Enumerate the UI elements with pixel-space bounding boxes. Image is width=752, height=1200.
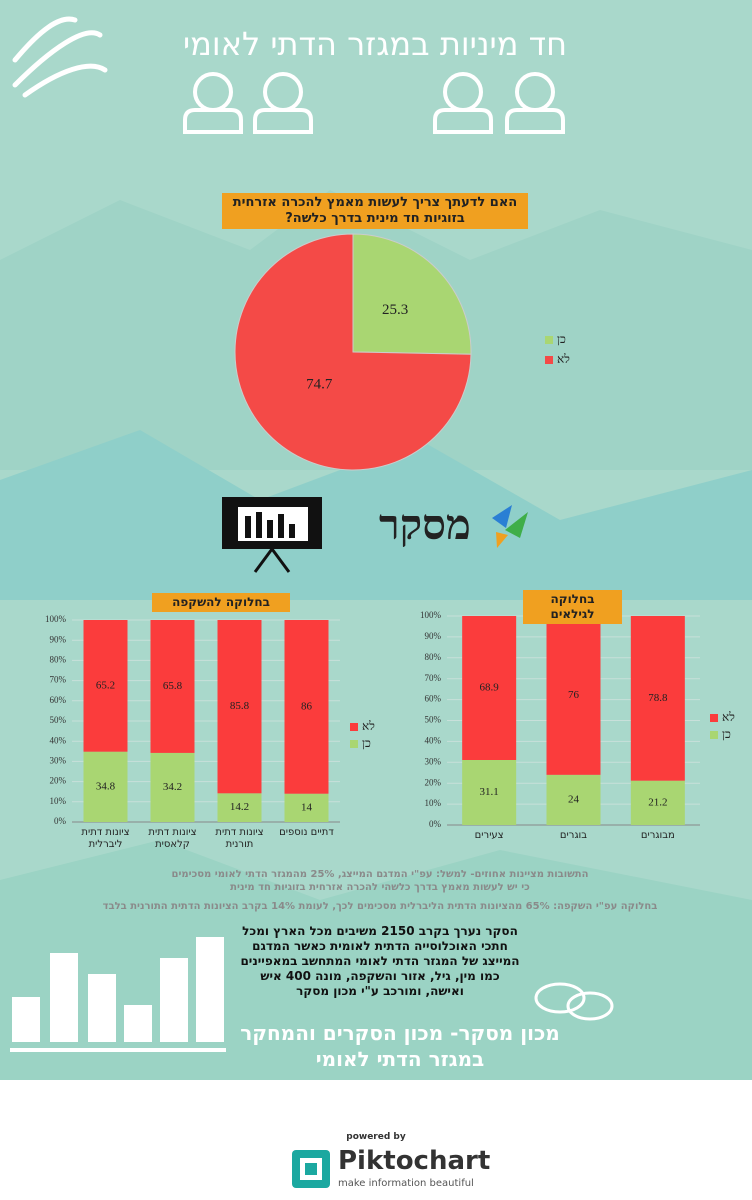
y-tick-label: 10% bbox=[50, 796, 67, 806]
x-tick-label: בוגרים bbox=[559, 830, 588, 841]
y-tick-label: 70% bbox=[425, 673, 442, 683]
note: התשובות מציינות אחוזים- למשל: עפ"י המדגם… bbox=[171, 869, 589, 893]
data-label: 74.7 bbox=[306, 376, 333, 392]
y-tick-label: 10% bbox=[425, 798, 442, 808]
logo-mark bbox=[492, 505, 528, 548]
y-tick-label: 40% bbox=[50, 735, 67, 745]
bar-segment bbox=[546, 616, 601, 775]
bar-segment bbox=[546, 774, 601, 825]
legend-label: לא bbox=[362, 719, 375, 733]
x-tick-label: צעירים bbox=[474, 830, 504, 841]
y-tick-label: 100% bbox=[45, 614, 67, 624]
y-tick-label: 90% bbox=[425, 631, 442, 641]
bar-segment bbox=[83, 751, 128, 822]
legend-swatch bbox=[350, 723, 358, 731]
x-tick-label: ציונות דתית ליברלית bbox=[81, 827, 130, 850]
data-label: 65.2 bbox=[96, 679, 115, 691]
y-tick-label: 100% bbox=[420, 610, 442, 620]
legend-swatch bbox=[545, 356, 553, 364]
bar-segment bbox=[630, 780, 685, 825]
y-tick-label: 50% bbox=[50, 715, 67, 725]
bar-segment bbox=[630, 616, 685, 781]
page-title: חד מיניות במגזר הדתי לאומי bbox=[183, 25, 567, 63]
bar-segment bbox=[462, 760, 517, 825]
y-tick-label: 30% bbox=[425, 756, 442, 766]
chart-title: האם לדעתך צריך לעשות מאמץ להכרה אזרחית ב… bbox=[222, 193, 528, 229]
bar-segment bbox=[217, 620, 262, 794]
data-label: 86 bbox=[301, 700, 313, 712]
y-tick-label: 20% bbox=[50, 776, 67, 786]
footer-title: מכון מסקר- מכון הסקרים והמחקר במגזר הדתי… bbox=[240, 1021, 560, 1071]
data-label: 76 bbox=[568, 689, 580, 701]
note: בחלוקה עפ"י השקפה: 65% מהציונות הדתית הל… bbox=[102, 901, 658, 912]
y-tick-label: 30% bbox=[50, 755, 67, 765]
legend-swatch bbox=[350, 740, 358, 748]
presentation-icon bbox=[222, 497, 322, 573]
data-label: 85.8 bbox=[230, 700, 250, 712]
y-tick-label: 50% bbox=[425, 715, 442, 725]
data-label: 21.2 bbox=[648, 796, 667, 808]
brand-name: Piktochart bbox=[338, 1146, 491, 1176]
y-tick-label: 60% bbox=[50, 695, 67, 705]
bar-segment bbox=[150, 752, 195, 822]
data-label: 14.2 bbox=[230, 801, 249, 813]
x-tick-label: ציונות דתית קלאסית bbox=[148, 827, 197, 850]
data-label: 34.8 bbox=[96, 780, 116, 792]
bar-segment bbox=[462, 616, 517, 761]
piktochart-icon bbox=[292, 1150, 330, 1188]
y-tick-label: 0% bbox=[54, 816, 67, 826]
brand-tagline: make information beautiful bbox=[338, 1178, 474, 1189]
data-label: 31.1 bbox=[480, 786, 499, 798]
y-tick-label: 20% bbox=[425, 777, 442, 787]
bar-segment bbox=[217, 793, 262, 822]
y-tick-label: 60% bbox=[425, 694, 442, 704]
y-tick-label: 80% bbox=[425, 652, 442, 662]
decorative-bars bbox=[10, 937, 226, 1052]
y-tick-label: 70% bbox=[50, 675, 67, 685]
x-tick-label: ציונות דתית תורנית bbox=[215, 827, 264, 850]
y-tick-label: 80% bbox=[50, 654, 67, 664]
legend-label: כן bbox=[557, 332, 566, 346]
pie-slice bbox=[352, 233, 472, 355]
data-label: 24 bbox=[568, 793, 580, 805]
pie-slice bbox=[234, 233, 472, 471]
data-label: 25.3 bbox=[382, 302, 408, 318]
data-label: 68.9 bbox=[480, 682, 500, 694]
bar-segment bbox=[83, 620, 128, 752]
x-tick-label: דתיים נוספים bbox=[279, 827, 334, 838]
legend-label: לא bbox=[722, 710, 735, 724]
data-label: 14 bbox=[301, 801, 313, 813]
bg-mountain bbox=[0, 430, 752, 600]
data-label: 78.8 bbox=[648, 692, 668, 704]
y-tick-label: 40% bbox=[425, 735, 442, 745]
speech-icon bbox=[534, 982, 614, 1021]
y-tick-label: 0% bbox=[429, 819, 442, 829]
legend-swatch bbox=[545, 336, 553, 344]
x-tick-label: מבוגרים bbox=[640, 830, 675, 841]
legend-swatch bbox=[710, 731, 718, 739]
decoration bbox=[12, 16, 108, 98]
y-tick-label: 90% bbox=[50, 634, 67, 644]
footer-band bbox=[0, 1080, 752, 1200]
bar-segment bbox=[284, 793, 329, 822]
legend-label: כן bbox=[362, 736, 371, 750]
data-label: 65.8 bbox=[163, 680, 183, 692]
chart-title: בחלוקה לגילאים bbox=[523, 590, 622, 624]
logo-text: מסקר bbox=[379, 500, 471, 549]
legend-label: לא bbox=[557, 352, 570, 366]
bar-segment bbox=[284, 620, 329, 794]
chart-title: בחלוקה להשקפה bbox=[152, 593, 290, 612]
data-label: 34.2 bbox=[163, 781, 182, 793]
bar-segment bbox=[150, 620, 195, 753]
powered-by: powered by bbox=[346, 1132, 406, 1142]
survey-text: הסקר נערך בקרב 2150 משיבים מכל הארץ ומכל… bbox=[240, 924, 520, 998]
legend-label: כן bbox=[722, 727, 731, 741]
people-icons bbox=[183, 72, 565, 134]
legend-swatch bbox=[710, 714, 718, 722]
